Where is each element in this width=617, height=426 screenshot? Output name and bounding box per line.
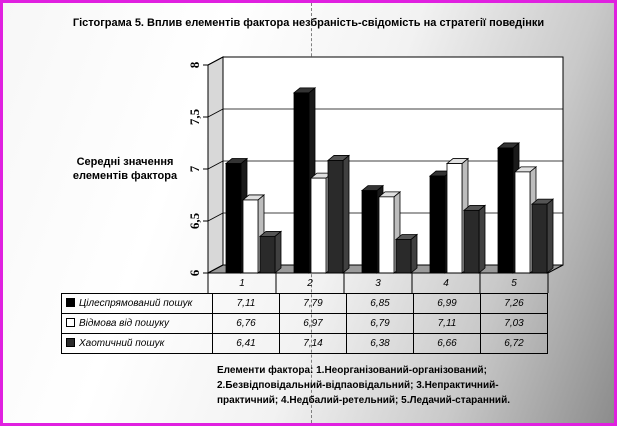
data-cell: 7,11: [413, 313, 481, 334]
y-tick-label: 8: [187, 61, 202, 68]
data-cell: 7,26: [480, 293, 548, 314]
table-row: Хаотичний пошук 6,41 7,14 6,38 6,66 6,72: [61, 333, 548, 354]
data-table: Цілеспрямований пошук 7,11 7,79 6,85 6,99 7,2…: [61, 293, 548, 354]
series-label: Відмова від пошуку: [61, 313, 213, 334]
bar-s2-c3: [378, 196, 395, 274]
data-cell: 6,41: [212, 333, 280, 354]
x-tick-label: 1: [239, 278, 245, 289]
series-label: Хаотичний пошук: [61, 333, 213, 354]
series-name: Цілеспрямований пошук: [79, 298, 193, 309]
y-axis-label: Середні значення елементів фактора: [72, 156, 178, 182]
bar-s3-c5: [531, 203, 548, 274]
y-tick-label: 6,5: [187, 212, 202, 229]
bar-s3-c3-side: [410, 233, 418, 274]
bar-s1-c2: [293, 92, 310, 274]
legend-swatch: [66, 298, 75, 307]
data-cell: 7,11: [212, 293, 280, 314]
gridline-side: [207, 264, 224, 274]
data-cell: 6,38: [346, 333, 414, 354]
gridline-side: [207, 212, 224, 222]
data-cell: 7,03: [480, 313, 548, 334]
y-tick-label: 7,5: [187, 108, 202, 125]
bar-s1-c4: [429, 175, 446, 274]
legend-swatch: [66, 338, 75, 347]
series-label: Цілеспрямований пошук: [61, 293, 213, 314]
legend-line-2: 2.Безвідповідальний-відпаовідальний; 3.Н…: [217, 380, 499, 391]
legend-line-1: Елементи фактора: 1.Неорганізований-орга…: [217, 365, 487, 376]
bar-s1-c1: [225, 163, 242, 274]
bar-s3-c5-side: [546, 198, 554, 274]
factor-legend: Елементи фактора: 1.Неорганізований-орга…: [217, 363, 577, 408]
x-tick-label: 4: [443, 278, 449, 289]
x-tick-label: 2: [306, 278, 313, 289]
gridline-side: [207, 108, 224, 118]
bar-s2-c5: [514, 171, 531, 274]
data-cell: 7,79: [279, 293, 347, 314]
bar-s2-c2: [310, 177, 327, 274]
bar-s2-c1: [242, 199, 259, 274]
data-cell: 6,85: [346, 293, 414, 314]
bar-s1-c3: [361, 190, 378, 274]
data-cell: 6,76: [212, 313, 280, 334]
legend-line-3: практичний; 4.Недбалий-ретельний; 5.Леда…: [217, 395, 510, 406]
bar-s3-c1-side: [274, 230, 282, 274]
bar-s1-c5: [497, 147, 514, 274]
bar-s3-c3: [395, 239, 412, 274]
y-tick-label: 6: [187, 269, 202, 276]
data-cell: 6,97: [279, 313, 347, 334]
bar-s3-c2-side: [342, 154, 350, 274]
series-name: Хаотичний пошук: [79, 338, 165, 349]
bar-s3-c1: [259, 235, 276, 274]
chart-title: Гістограма 5. Вплив елементів фактора не…: [72, 17, 545, 29]
data-cell: 6,66: [413, 333, 481, 354]
x-tick-label: 5: [511, 278, 517, 289]
bar-s3-c4: [463, 209, 480, 274]
data-cell: 6,79: [346, 313, 414, 334]
table-row: Цілеспрямований пошук 7,11 7,79 6,85 6,99 7,2…: [61, 293, 548, 314]
gridline-side: [207, 160, 224, 170]
gridline-side: [207, 56, 224, 66]
bar-s2-c4: [446, 163, 463, 274]
data-cell: 6,99: [413, 293, 481, 314]
data-cell: 7,14: [279, 333, 347, 354]
series-name: Відмова від пошуку: [79, 318, 170, 329]
data-cell: 6,72: [480, 333, 548, 354]
table-row: Відмова від пошуку 6,76 6,97 6,79 7,11 7,03: [61, 313, 548, 334]
bar-s3-c4-side: [478, 204, 486, 274]
y-tick-label: 7: [187, 165, 202, 172]
legend-swatch: [66, 318, 75, 327]
bar-s3-c2: [327, 160, 344, 274]
bar-chart: 6 6,5 7 7,5 8 1 2 3 4 5: [187, 56, 564, 293]
x-tick-label: 3: [375, 278, 381, 289]
